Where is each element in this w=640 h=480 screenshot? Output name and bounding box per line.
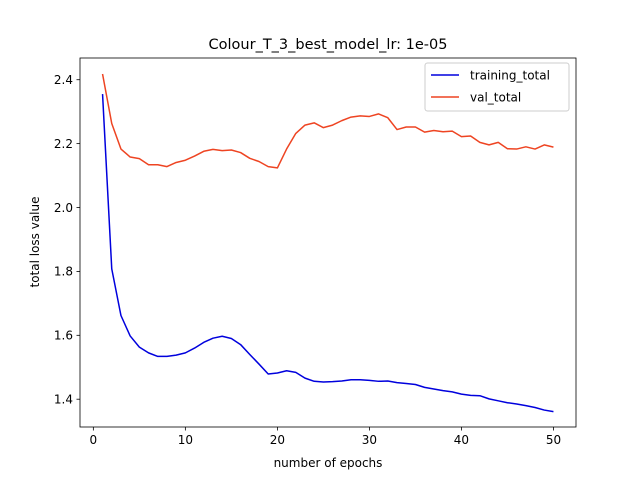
series-line-training-total bbox=[101, 94, 554, 413]
legend-label-val-total: val_total bbox=[470, 90, 521, 104]
x-tick-label: 0 bbox=[90, 433, 98, 447]
y-tick-label: 2.4 bbox=[54, 73, 73, 87]
y-tick-label: 1.6 bbox=[54, 329, 73, 343]
x-tick-label: 30 bbox=[362, 433, 377, 447]
legend: training_total val_total bbox=[424, 62, 570, 112]
legend-box bbox=[424, 62, 570, 112]
x-tick-label: 10 bbox=[178, 433, 193, 447]
x-tick-label: 40 bbox=[454, 433, 469, 447]
plot-area: 0 10 20 30 40 50 1.4 1.6 1.8 2.0 2.2 2.4 bbox=[54, 57, 577, 447]
y-tick-label: 2.2 bbox=[54, 137, 73, 151]
y-tick-label: 1.4 bbox=[54, 393, 73, 407]
axes-frame bbox=[79, 57, 577, 428]
x-tick-label: 20 bbox=[270, 433, 285, 447]
y-tick-label: 2.0 bbox=[54, 201, 73, 215]
legend-label-training-total: training_total bbox=[470, 68, 550, 82]
x-tick-label: 50 bbox=[546, 433, 561, 447]
series-line-val-total bbox=[101, 73, 554, 169]
x-axis-label: number of epochs bbox=[274, 456, 383, 470]
chart-title: Colour_T_3_best_model_lr: 1e-05 bbox=[209, 37, 448, 53]
y-axis-label: total loss value bbox=[28, 196, 42, 287]
y-tick-label: 1.8 bbox=[54, 265, 73, 279]
